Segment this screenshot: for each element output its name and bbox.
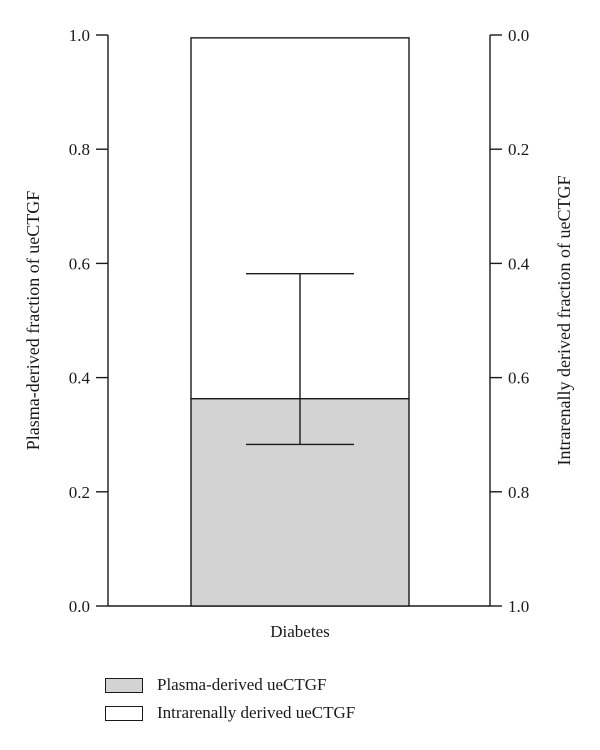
x-category-label: Diabetes [270,622,329,641]
left-tick-label: 0.8 [69,140,90,159]
right-tick-label: 1.0 [508,597,529,616]
left-tick-label: 0.4 [69,369,91,388]
chart-canvas: 0.0 0.2 0.4 0.6 0.8 1.0 1.0 0.8 0.6 0.4 0.2 0.0 Di… [23,26,574,641]
legend-swatch-plasma [105,677,143,693]
left-tick-label: 0.2 [69,483,90,502]
left-y-axis: 0.0 0.2 0.4 0.6 0.8 1.0 [69,26,109,616]
left-tick-label: 0.6 [69,254,90,273]
legend-item-intrarenal: Intrarenally derived ueCTGF [105,701,355,725]
legend-swatch-intrarenal [105,705,143,721]
right-y-axis-title: Intrarenally derived fraction of ueCTGF [554,176,574,466]
error-bar [246,272,354,446]
right-y-axis: 1.0 0.8 0.6 0.4 0.2 0.0 [489,26,530,616]
right-tick-label: 0.2 [508,140,529,159]
left-tick-label: 0.0 [69,597,90,616]
legend-item-plasma: Plasma-derived ueCTGF [105,673,355,697]
right-tick-label: 0.0 [508,26,529,45]
legend-label-plasma: Plasma-derived ueCTGF [157,675,327,694]
right-tick-label: 0.8 [508,483,529,502]
right-tick-label: 0.6 [508,369,529,388]
bars-group [190,37,410,607]
left-tick-label: 1.0 [69,26,90,45]
right-tick-label: 0.4 [508,254,530,273]
legend-label-intrarenal: Intrarenally derived ueCTGF [157,703,356,722]
legend: Plasma-derived ueCTGF Intrarenally deriv… [105,673,355,729]
left-y-axis-title: Plasma-derived fraction of ueCTGF [23,191,43,450]
